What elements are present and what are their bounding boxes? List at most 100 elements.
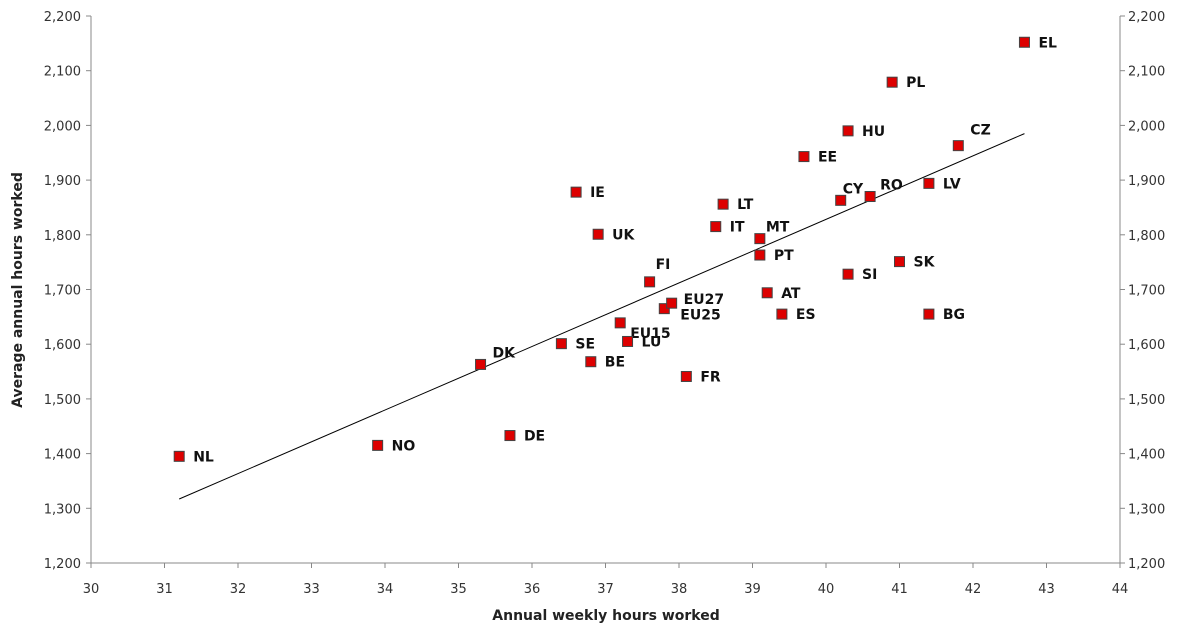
data-point-label: AT bbox=[781, 286, 801, 302]
data-point-label: UK bbox=[612, 227, 635, 243]
data-point-label: PT bbox=[774, 248, 794, 264]
data-point-marker bbox=[1018, 36, 1030, 48]
data-point-marker bbox=[798, 151, 810, 163]
data-point-marker bbox=[555, 338, 567, 350]
y-tick-label-right: 1,600 bbox=[1128, 338, 1165, 353]
y-tick-label-left: 1,400 bbox=[44, 448, 81, 463]
data-point-label: LV bbox=[943, 176, 961, 192]
x-tick-label: 44 bbox=[1112, 582, 1129, 597]
x-tick-label: 37 bbox=[597, 582, 614, 597]
trendline bbox=[179, 133, 1025, 500]
data-point-marker bbox=[776, 308, 788, 320]
data-point-marker bbox=[886, 76, 898, 88]
x-tick-label: 33 bbox=[303, 582, 320, 597]
data-point-label: SK bbox=[914, 255, 936, 271]
data-point-marker bbox=[761, 287, 773, 299]
data-point-marker bbox=[923, 177, 935, 189]
y-tick-label-right: 1,900 bbox=[1128, 174, 1165, 189]
x-tick-label: 39 bbox=[744, 582, 761, 597]
x-tick-label: 32 bbox=[230, 582, 247, 597]
data-point-label: EU15 bbox=[630, 326, 670, 342]
y-tick-label-right: 2,200 bbox=[1128, 10, 1165, 25]
data-point-label: EU25 bbox=[680, 308, 720, 324]
data-point-marker bbox=[754, 233, 766, 245]
data-point-marker bbox=[842, 125, 854, 137]
x-tick-label: 35 bbox=[450, 582, 467, 597]
y-tick-label-right: 1,400 bbox=[1128, 448, 1165, 463]
data-point-label: IE bbox=[590, 185, 605, 201]
data-point-label: IT bbox=[730, 220, 745, 236]
data-point-marker bbox=[864, 191, 876, 203]
data-point-label: FR bbox=[700, 369, 721, 385]
y-tick-label-left: 1,800 bbox=[44, 229, 81, 244]
y-tick-label-right: 1,500 bbox=[1128, 393, 1165, 408]
trendline-layer bbox=[179, 133, 1025, 500]
data-point-marker bbox=[475, 358, 487, 370]
y-tick-label-right: 1,300 bbox=[1128, 502, 1165, 517]
y-tick-label-right: 1,800 bbox=[1128, 229, 1165, 244]
x-tick-label: 43 bbox=[1038, 582, 1055, 597]
y-tick-label-left: 1,600 bbox=[44, 338, 81, 353]
data-point-label: EL bbox=[1038, 35, 1057, 51]
y-tick-label-left: 1,900 bbox=[44, 174, 81, 189]
data-point-marker bbox=[592, 228, 604, 240]
data-point-label: SE bbox=[575, 337, 595, 353]
data-point-marker bbox=[923, 308, 935, 320]
y-tick-label-left: 2,100 bbox=[44, 65, 81, 80]
data-point-marker bbox=[173, 450, 185, 462]
data-point-marker bbox=[952, 140, 964, 152]
data-point-label: CZ bbox=[970, 123, 990, 139]
data-point-marker bbox=[585, 356, 597, 368]
y-tick-label-right: 1,700 bbox=[1128, 284, 1165, 299]
x-tick-label: 30 bbox=[83, 582, 100, 597]
data-point-label: NO bbox=[392, 438, 416, 454]
data-point-label: BG bbox=[943, 307, 965, 323]
data-point-label: RO bbox=[880, 178, 903, 194]
x-tick-label: 31 bbox=[156, 582, 173, 597]
data-point-marker bbox=[504, 430, 516, 442]
data-point-label: EE bbox=[818, 150, 837, 166]
data-point-label: LU bbox=[642, 334, 662, 350]
data-point-marker bbox=[835, 194, 847, 206]
y-tick-label-left: 1,500 bbox=[44, 393, 81, 408]
data-point-label: HU bbox=[862, 124, 885, 140]
y-tick-label-right: 1,200 bbox=[1128, 557, 1165, 572]
data-point-marker bbox=[680, 370, 692, 382]
data-point-marker bbox=[894, 256, 905, 268]
data-point-marker bbox=[754, 249, 766, 261]
data-point-label: EU27 bbox=[684, 292, 724, 308]
chart-axes: 1,200 1,200 1,300 1,300 1,400 1,400 1,500 1,500… bbox=[44, 10, 1165, 597]
data-point-label: DE bbox=[524, 429, 545, 445]
data-point-marker bbox=[842, 268, 854, 280]
data-point-marker bbox=[614, 317, 626, 329]
x-tick-label: 42 bbox=[965, 582, 982, 597]
data-point-label: FI bbox=[656, 257, 671, 273]
y-tick-label-left: 1,700 bbox=[44, 284, 81, 299]
y-tick-label-left: 1,200 bbox=[44, 557, 81, 572]
data-point-marker bbox=[372, 439, 384, 451]
x-tick-label: 34 bbox=[377, 582, 394, 597]
x-tick-label: 41 bbox=[891, 582, 908, 597]
x-axis-title: Annual weekly hours worked bbox=[492, 608, 719, 624]
x-tick-label: 36 bbox=[524, 582, 541, 597]
x-tick-label: 40 bbox=[818, 582, 835, 597]
data-point-marker bbox=[622, 335, 634, 347]
x-tick-label: 38 bbox=[671, 582, 688, 597]
data-point-label: CY bbox=[843, 181, 864, 197]
data-point-marker bbox=[644, 276, 656, 288]
y-tick-label-left: 2,200 bbox=[44, 10, 81, 25]
data-point-label: MT bbox=[766, 220, 790, 236]
y-tick-label-left: 2,000 bbox=[44, 119, 81, 134]
data-point-label: SI bbox=[862, 267, 877, 283]
y-tick-label-left: 1,300 bbox=[44, 502, 81, 517]
y-axis-title: Average annual hours worked bbox=[10, 172, 26, 408]
data-point-marker bbox=[666, 297, 678, 309]
data-point-label: ES bbox=[796, 307, 816, 323]
data-point-marker bbox=[570, 186, 582, 198]
data-point-label: LT bbox=[737, 197, 754, 213]
data-point-marker bbox=[710, 221, 722, 233]
data-point-label: DK bbox=[493, 345, 517, 361]
data-point-label: PL bbox=[906, 75, 925, 91]
